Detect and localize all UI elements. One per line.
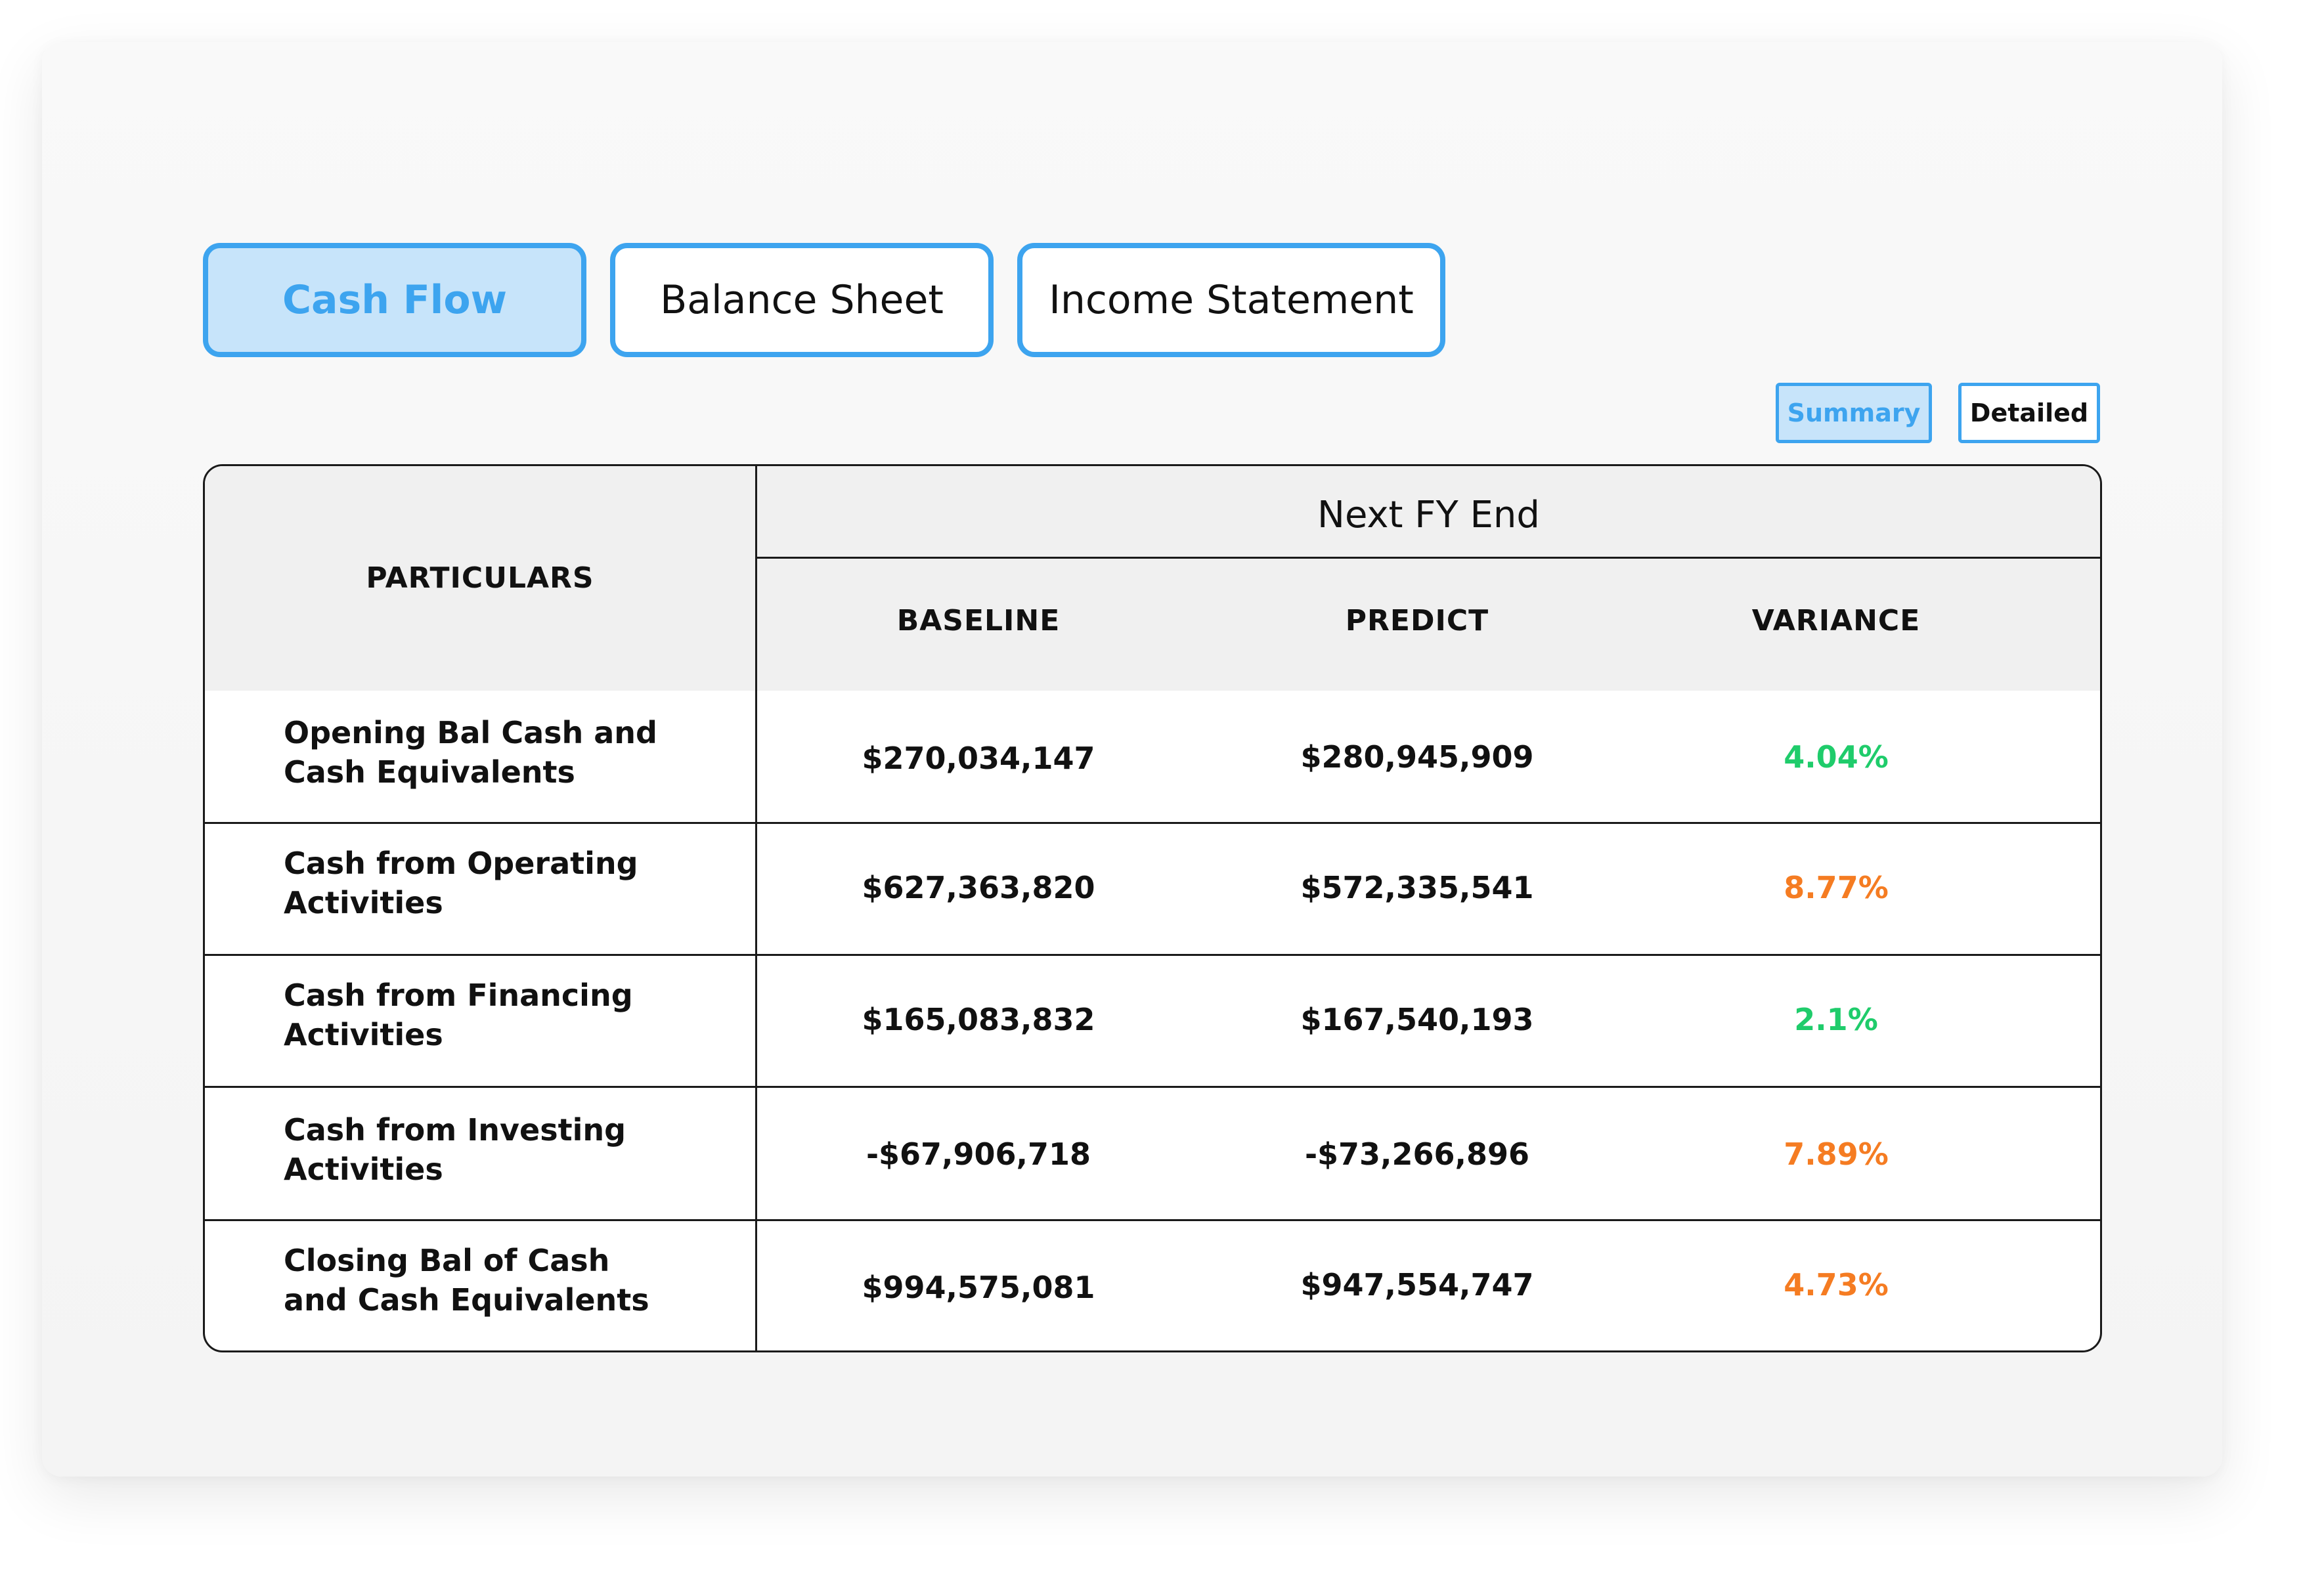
tab-income-statement[interactable]: Income Statement [1017,243,1445,357]
table-row: Cash from Operating Activities $627,363,… [205,824,2100,955]
variance-cell: 4.73% [1784,1267,1889,1303]
baseline-cell: $165,083,832 [862,1002,1095,1037]
particulars-header: PARTICULARS [366,561,594,595]
row-particular-line: Opening Bal Cash and [284,715,657,750]
predict-cell: $280,945,909 [1300,739,1534,775]
variance-cell: 4.04% [1784,739,1889,775]
baseline-cell: $994,575,081 [862,1270,1095,1305]
content-card: Cash Flow Balance Sheet Income Statement… [42,42,2222,1477]
row-divider [205,954,2100,956]
row-divider [205,1219,2100,1221]
row-divider [205,822,2100,824]
table-row: Closing Bal of Cash and Cash Equivalents… [205,1221,2100,1350]
variance-header: VARIANCE [1751,604,1921,637]
row-particular-line: Activities [284,1017,443,1052]
row-particular-line: Activities [284,885,443,920]
summary-button[interactable]: Summary [1776,383,1932,443]
row-particular-line: Cash from Operating [284,846,638,881]
row-particular-line: and Cash Equivalents [284,1282,649,1318]
table-header [205,466,2100,691]
row-particular: Cash from Financing Activities [284,976,743,1054]
row-particular-line: Cash from Investing [284,1112,626,1148]
baseline-cell: $627,363,820 [862,870,1095,905]
row-divider [205,1086,2100,1088]
row-particular-line: Closing Bal of Cash [284,1243,610,1278]
predict-cell: $167,540,193 [1300,1002,1534,1037]
row-particular: Cash from Operating Activities [284,844,743,922]
tab-balance-sheet[interactable]: Balance Sheet [610,243,994,357]
tab-cash-flow[interactable]: Cash Flow [203,243,586,357]
table-row: Cash from Investing Activities -$67,906,… [205,1088,2100,1219]
variance-cell: 2.1% [1794,1002,1878,1037]
predict-cell: $572,335,541 [1300,870,1534,905]
variance-cell: 8.77% [1784,870,1889,905]
detailed-button[interactable]: Detailed [1958,383,2100,443]
table-row: Opening Bal Cash and Cash Equivalents $2… [205,691,2100,822]
predict-cell: -$73,266,896 [1304,1136,1530,1172]
header-divider [755,557,2100,559]
variance-cell: 7.89% [1784,1136,1889,1172]
next-fy-end-header: Next FY End [1317,494,1540,536]
predict-cell: $947,554,747 [1300,1267,1534,1303]
row-particular-line: Cash Equivalents [284,754,575,790]
row-particular: Cash from Investing Activities [284,1110,743,1189]
baseline-cell: -$67,906,718 [866,1136,1091,1172]
column-divider [755,466,757,1350]
row-particular-line: Cash from Financing [284,978,633,1013]
table-row: Cash from Financing Activities $165,083,… [205,956,2100,1087]
row-particular-line: Activities [284,1152,443,1187]
row-particular: Closing Bal of Cash and Cash Equivalents [284,1241,743,1320]
cash-flow-table: PARTICULARS Next FY End BASELINE PREDICT… [203,464,2102,1352]
baseline-header: BASELINE [896,604,1061,637]
row-particular: Opening Bal Cash and Cash Equivalents [284,713,743,792]
predict-header: PREDICT [1345,604,1489,637]
baseline-cell: $270,034,147 [862,741,1095,776]
